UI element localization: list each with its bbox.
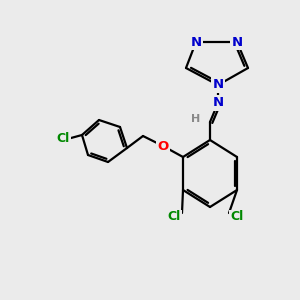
Text: O: O — [158, 140, 169, 152]
Text: Cl: Cl — [230, 211, 244, 224]
Text: H: H — [191, 114, 201, 124]
Text: N: N — [212, 79, 224, 92]
Text: N: N — [231, 35, 243, 49]
Text: N: N — [190, 35, 202, 49]
Text: N: N — [212, 97, 224, 110]
Text: Cl: Cl — [167, 211, 181, 224]
Text: Cl: Cl — [56, 131, 70, 145]
